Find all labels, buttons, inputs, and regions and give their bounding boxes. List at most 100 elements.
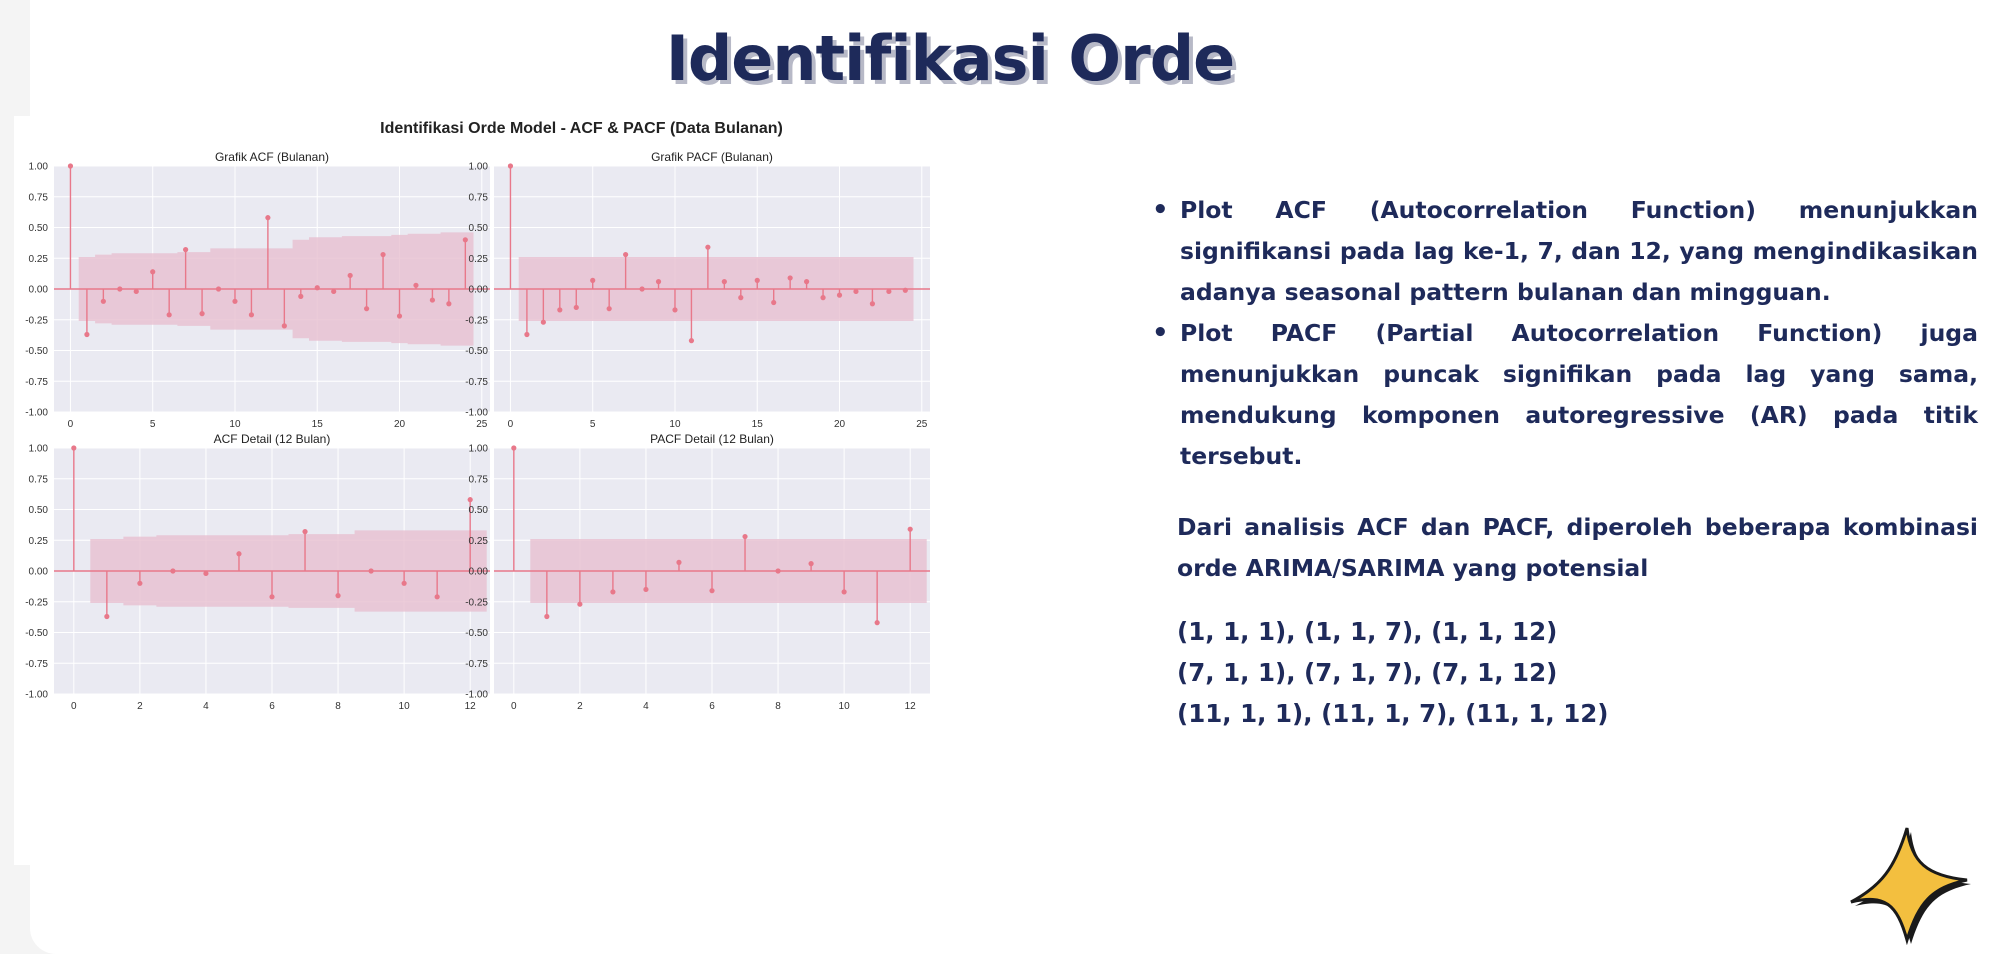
stem-marker [709,588,715,594]
stem-marker [907,526,913,532]
order-row: (11, 1, 1), (11, 1, 7), (11, 1, 12) [1177,699,1609,728]
stem-marker [281,323,287,329]
stem-marker [183,247,189,253]
y-tick-label: 0.50 [469,223,489,234]
stem-marker [557,307,563,313]
y-tick-label: 0.00 [29,285,49,296]
stem-marker [672,307,678,313]
stem-marker [314,285,320,291]
subplot-title: Grafik ACF (Bulanan) [215,150,329,164]
order-row: (1, 1, 1), (1, 1, 7), (1, 1, 12) [1177,617,1558,646]
stem-marker [676,559,682,565]
x-tick-label: 8 [335,701,341,712]
x-tick-label: 6 [269,701,275,712]
x-tick-label: 15 [752,419,764,430]
y-tick-label: 0.50 [29,223,49,234]
stem-marker [771,299,777,306]
order-candidates: (1, 1, 1), (1, 1, 7), (1, 1, 12) (7, 1, … [1177,611,1978,734]
x-tick-label: 12 [905,701,917,712]
stem-marker [754,277,760,283]
stem-marker [462,237,468,243]
stem-marker [511,445,517,451]
y-tick-label: -0.50 [465,346,488,357]
x-tick-label: 0 [508,419,514,430]
stem-marker [721,279,727,285]
y-tick-label: 0.00 [469,567,489,578]
stem-marker [104,613,110,620]
y-tick-label: -0.75 [25,659,48,670]
stem-marker [137,580,143,586]
y-tick-label: -0.25 [465,315,488,326]
y-tick-label: 0.25 [469,254,489,265]
subplot-title: ACF Detail (12 Bulan) [214,432,331,446]
y-tick-label: 0.50 [469,505,489,516]
stem-marker [401,580,407,586]
subplot-title: Grafik PACF (Bulanan) [651,150,773,164]
stem-marker [874,620,880,626]
y-tick-label: -0.25 [25,597,48,608]
x-tick-label: 0 [71,701,77,712]
stem-marker [775,568,781,574]
stem-marker [808,561,814,567]
x-tick-label: 4 [203,701,209,712]
y-tick-label: -1.00 [465,408,488,419]
acf-pacf-charts: 1.00 0.75 0.50 0.25 0.00 -0.25 -0.50 -0.75 -1.00… [25,150,930,712]
stem-marker [446,301,452,307]
stem-marker [368,568,374,574]
stem-marker [364,306,370,312]
stem-marker [203,570,209,577]
x-tick-label: 5 [590,419,596,430]
stem-marker [331,288,337,295]
bullet-pacf-text: Plot PACF (Partial Autocorrelation Funct… [1180,319,1978,470]
y-tick-label: 0.50 [29,505,49,516]
stem-marker [742,533,748,540]
y-tick-label: 1.00 [469,444,489,455]
stem-marker [150,269,156,275]
subplot-title: PACF Detail (12 Bulan) [650,432,774,446]
x-tick-label: 6 [709,701,715,712]
y-tick-label: -0.75 [25,377,48,388]
bullet-dot-icon: • [1152,318,1169,348]
bullet-dot-icon: • [1152,195,1169,225]
stem-marker [853,288,859,295]
stem-marker [524,331,530,338]
stem-marker [655,279,662,285]
stem-marker [804,279,810,285]
y-tick-label: 0.75 [469,192,489,203]
stem-marker [577,601,583,607]
stem-marker [215,286,222,292]
x-tick-label: 2 [577,701,583,712]
stem-marker [434,594,440,600]
stem-marker [606,306,612,312]
conclusion-text: Dari analisis ACF dan PACF, diperoleh be… [1177,513,1978,582]
stem-marker [67,163,74,169]
stem-marker [84,331,90,338]
y-tick-label: 1.00 [29,162,49,173]
stem-marker [298,293,304,299]
y-tick-label: 0.00 [29,567,49,578]
stem-marker [236,551,242,557]
stem-marker [610,589,616,595]
stem-marker [335,593,341,599]
y-tick-label: 0.00 [469,285,489,296]
acf-pacf-figure: Identifikasi Orde Model - ACF & PACF (Da… [14,116,1149,865]
x-tick-label: 20 [834,419,846,430]
y-tick-label: 1.00 [29,444,49,455]
y-tick-label: 0.25 [29,536,49,547]
y-tick-label: -0.50 [465,628,488,639]
x-tick-label: 0 [511,701,517,712]
stem-marker [787,275,793,281]
stem-marker [413,282,419,288]
x-tick-label: 15 [312,419,324,430]
chart-panel-4: 1.00 0.75 0.50 0.25 0.00 -0.25 -0.50 -0.75 -1.00… [465,432,930,712]
x-tick-label: 10 [229,419,241,430]
y-tick-label: -0.25 [25,315,48,326]
x-tick-label: 4 [643,701,649,712]
stem-marker [705,244,711,250]
star-icon [1850,827,1971,945]
x-tick-label: 10 [669,419,681,430]
stem-marker [590,277,596,283]
stem-marker [100,298,106,304]
stem-marker [738,295,744,301]
y-tick-label: -0.75 [465,377,488,388]
